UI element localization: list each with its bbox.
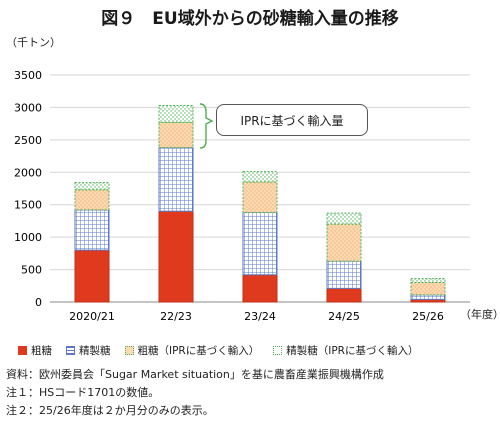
note-1: 注１：HSコード1701の数値。 bbox=[6, 386, 160, 399]
legend-item-refined-ipr: 精製糖（IPRに基づく輸入） bbox=[273, 343, 418, 358]
bar-raw bbox=[74, 249, 110, 303]
bar-refined bbox=[74, 209, 110, 251]
y-axis-unit: （千トン） bbox=[6, 36, 61, 49]
bar-refined bbox=[242, 211, 278, 276]
x-tick-label: 2020/21 bbox=[69, 310, 115, 323]
bar-raw bbox=[158, 210, 194, 303]
legend-swatch-refined bbox=[66, 346, 75, 355]
bar-raw-ipr bbox=[74, 189, 110, 211]
callout-bracket bbox=[199, 103, 214, 149]
y-tick-label: 2500 bbox=[14, 134, 42, 147]
bar-refined-ipr bbox=[74, 182, 110, 191]
bar-raw bbox=[242, 274, 278, 303]
bar-raw-ipr bbox=[158, 121, 194, 149]
stacked-bar-chart: 0 500 1000 1500 2000 2500 3000 3500 2020/21 22/23… bbox=[14, 69, 470, 323]
y-tick-label: 500 bbox=[21, 264, 42, 277]
note-2: 注２：25/26年度は２か月分のみの表示。 bbox=[6, 404, 214, 417]
legend-label-refined-ipr: 精製糖（IPRに基づく輸入） bbox=[286, 345, 419, 357]
y-tick-label: 3500 bbox=[14, 69, 42, 82]
legend-swatch-raw-ipr bbox=[124, 346, 134, 355]
bar-raw-ipr bbox=[410, 282, 446, 296]
y-tick-label: 2000 bbox=[14, 166, 42, 179]
bar-raw-ipr bbox=[242, 181, 278, 213]
bar-refined-ipr bbox=[242, 171, 278, 183]
y-tick-label: 1500 bbox=[14, 199, 42, 212]
bar-refined-ipr bbox=[410, 278, 446, 284]
notes: 資料：欧州委員会「Sugar Market situation」を基に農畜産業振… bbox=[6, 366, 384, 420]
bar-refined bbox=[158, 147, 194, 212]
bar-refined-ipr bbox=[158, 104, 194, 123]
bar-raw-ipr bbox=[326, 223, 362, 262]
legend: 粗糖 精製糖 粗糖（IPRに基づく輸入） 精製糖（IPRに基づく輸入） bbox=[18, 343, 488, 358]
x-tick-label: 24/25 bbox=[328, 310, 360, 323]
legend-item-raw-ipr: 粗糖（IPRに基づく輸入） bbox=[124, 343, 260, 358]
ipr-callout: IPRに基づく輸入量 bbox=[216, 104, 368, 136]
legend-swatch-raw bbox=[18, 346, 27, 355]
legend-label-raw: 粗糖 bbox=[31, 345, 52, 357]
legend-item-raw: 粗糖 bbox=[18, 343, 52, 358]
note-source: 資料：欧州委員会「Sugar Market situation」を基に農畜産業振… bbox=[6, 368, 384, 381]
y-tick-label: 1000 bbox=[14, 231, 42, 244]
legend-item-refined: 精製糖 bbox=[66, 343, 111, 358]
x-tick-label: 25/26 bbox=[412, 310, 444, 323]
bar-refined bbox=[326, 260, 362, 289]
legend-swatch-refined-ipr bbox=[273, 346, 283, 355]
y-tick-label: 0 bbox=[35, 296, 42, 309]
x-axis-unit: （年度） bbox=[460, 308, 500, 321]
x-tick-label: 22/23 bbox=[160, 310, 192, 323]
x-tick-label: 23/24 bbox=[244, 310, 276, 323]
chart-title: 図９ EU域外からの砂糖輸入量の推移 bbox=[101, 9, 399, 29]
legend-label-raw-ipr: 粗糖（IPRに基づく輸入） bbox=[137, 345, 260, 357]
y-tick-label: 3000 bbox=[14, 101, 42, 114]
bar-refined-ipr bbox=[326, 212, 362, 225]
legend-label-refined: 精製糖 bbox=[79, 345, 111, 357]
